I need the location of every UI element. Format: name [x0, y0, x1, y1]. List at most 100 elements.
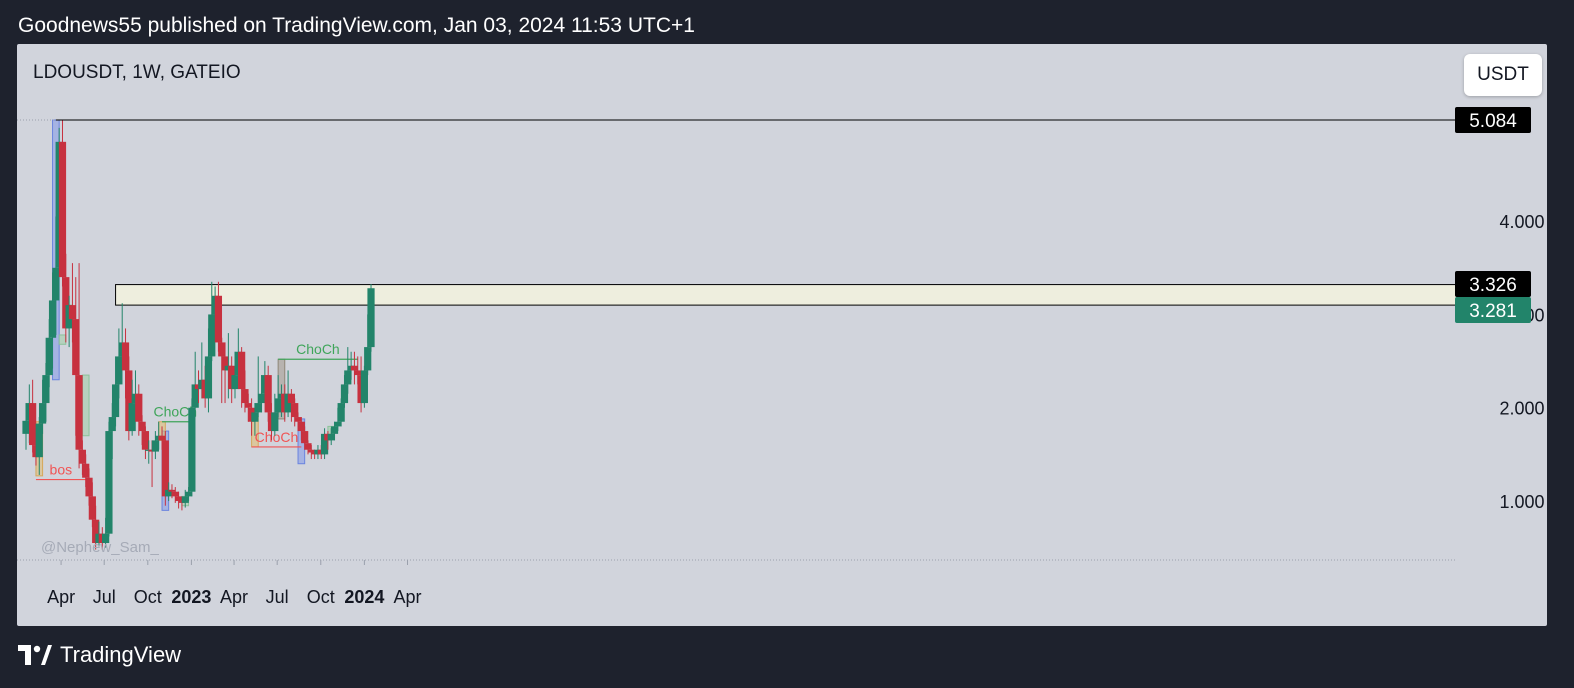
- publisher-header: Goodnews55 published on TradingView.com,…: [18, 14, 695, 37]
- candle[interactable]: [320, 428, 329, 460]
- y-tick-label: 2.000: [1499, 399, 1544, 419]
- candle[interactable]: [105, 421, 113, 537]
- candle-body: [264, 375, 272, 413]
- price-label-text: 5.084: [1469, 111, 1517, 132]
- candle-body: [29, 403, 37, 446]
- candle-body: [364, 347, 372, 371]
- candle-body: [82, 463, 90, 478]
- price-label-text: 3.326: [1469, 275, 1517, 296]
- candle[interactable]: [29, 379, 37, 453]
- x-tick-label: Jul: [266, 587, 289, 607]
- chart-panel[interactable]: LDOUSDT, 1W, GATEIO bos ChoCh ChoCh ChoCh A…: [17, 44, 1547, 626]
- candle-body: [330, 426, 339, 434]
- candle-body: [35, 423, 43, 458]
- candle-body: [360, 370, 368, 404]
- candle[interactable]: [360, 365, 368, 408]
- candle[interactable]: [367, 284, 375, 352]
- candle[interactable]: [208, 281, 216, 362]
- candle-body: [291, 403, 299, 418]
- candle-body: [58, 141, 67, 278]
- candle[interactable]: [350, 351, 359, 385]
- candle-body: [45, 337, 53, 376]
- candle-body: [221, 356, 229, 371]
- candle-body: [238, 351, 246, 390]
- candle-body: [354, 370, 362, 376]
- candle-body: [38, 403, 47, 424]
- candle-body: [175, 496, 183, 502]
- candle-body: [214, 295, 223, 343]
- brand-label: TradingView: [60, 642, 182, 667]
- candle-body: [184, 491, 193, 497]
- candle[interactable]: [175, 491, 183, 509]
- candle-body: [115, 356, 123, 385]
- candle-body: [42, 375, 50, 404]
- price-label: 5.084: [1455, 107, 1531, 133]
- candle[interactable]: [141, 426, 150, 460]
- x-tick-label: Oct: [307, 587, 335, 607]
- candle-body: [171, 491, 179, 497]
- green-box: [81, 374, 90, 437]
- candle-body: [78, 449, 86, 464]
- candle-body: [168, 489, 176, 492]
- candle-body: [274, 398, 282, 413]
- candle[interactable]: [214, 281, 223, 352]
- y-tick-label: 4.000: [1499, 212, 1544, 232]
- candle-body: [161, 440, 169, 497]
- candle-body: [111, 384, 120, 418]
- candle[interactable]: [254, 356, 262, 418]
- x-tick-label: Apr: [394, 587, 422, 607]
- currency-button[interactable]: USDT: [1464, 54, 1542, 96]
- price-label-box: [1455, 271, 1531, 298]
- candle-body: [208, 314, 216, 357]
- green-box: [58, 334, 67, 345]
- candle[interactable]: [221, 342, 229, 404]
- annotation-label: ChoCh: [255, 429, 299, 445]
- candle-body: [320, 433, 329, 455]
- candlestick-chart[interactable]: bos ChoCh ChoCh ChoCh Apr Jul Oct 2023 Apr Jul Oc…: [17, 44, 1547, 626]
- annotation-label: ChoCh: [296, 341, 340, 357]
- symbol-label: LDOUSDT, 1W, GATEIO: [33, 62, 241, 83]
- candle[interactable]: [75, 263, 83, 469]
- candle[interactable]: [188, 398, 196, 497]
- candle[interactable]: [165, 482, 173, 502]
- candle-body: [22, 420, 30, 434]
- candle-body: [284, 393, 292, 413]
- price-label-box: [1455, 297, 1531, 324]
- annotation-label: ChoCh: [153, 404, 197, 420]
- candle-body: [241, 389, 249, 404]
- x-tick-label: 2023: [171, 587, 211, 607]
- x-tick-label: Apr: [47, 587, 75, 607]
- footer-brand[interactable]: TradingView: [18, 642, 181, 668]
- candle[interactable]: [307, 445, 315, 460]
- candle-body: [135, 393, 143, 422]
- candle-body: [188, 407, 196, 492]
- x-tick-label: Jul: [93, 587, 116, 607]
- candle-body: [85, 477, 93, 497]
- candle[interactable]: [35, 417, 43, 475]
- candle-body: [128, 403, 136, 432]
- candle-body: [141, 431, 150, 450]
- candle[interactable]: [128, 379, 136, 436]
- candle-body: [350, 365, 359, 371]
- watermark-text: @Nephew_Sam_: [41, 539, 159, 556]
- candle-body: [231, 375, 239, 390]
- candle-body: [52, 267, 60, 301]
- candle-body: [287, 393, 295, 404]
- candle-body: [340, 384, 349, 404]
- x-tick-label: Oct: [134, 587, 162, 607]
- candle[interactable]: [115, 328, 123, 399]
- candle-body: [301, 431, 309, 444]
- candle-body: [254, 403, 262, 413]
- price-label-box: [1455, 107, 1531, 133]
- candle-body: [68, 305, 77, 320]
- tradingview-logo-icon: [18, 645, 52, 665]
- candle-body: [204, 356, 213, 399]
- candle-body: [181, 496, 189, 503]
- x-tick-label: Apr: [220, 587, 248, 607]
- candle[interactable]: [151, 431, 159, 460]
- candle[interactable]: [58, 120, 67, 287]
- candle-body: [72, 319, 80, 376]
- resistance-zone: [115, 284, 1458, 306]
- candle-body: [244, 403, 252, 408]
- candle-body: [191, 384, 199, 408]
